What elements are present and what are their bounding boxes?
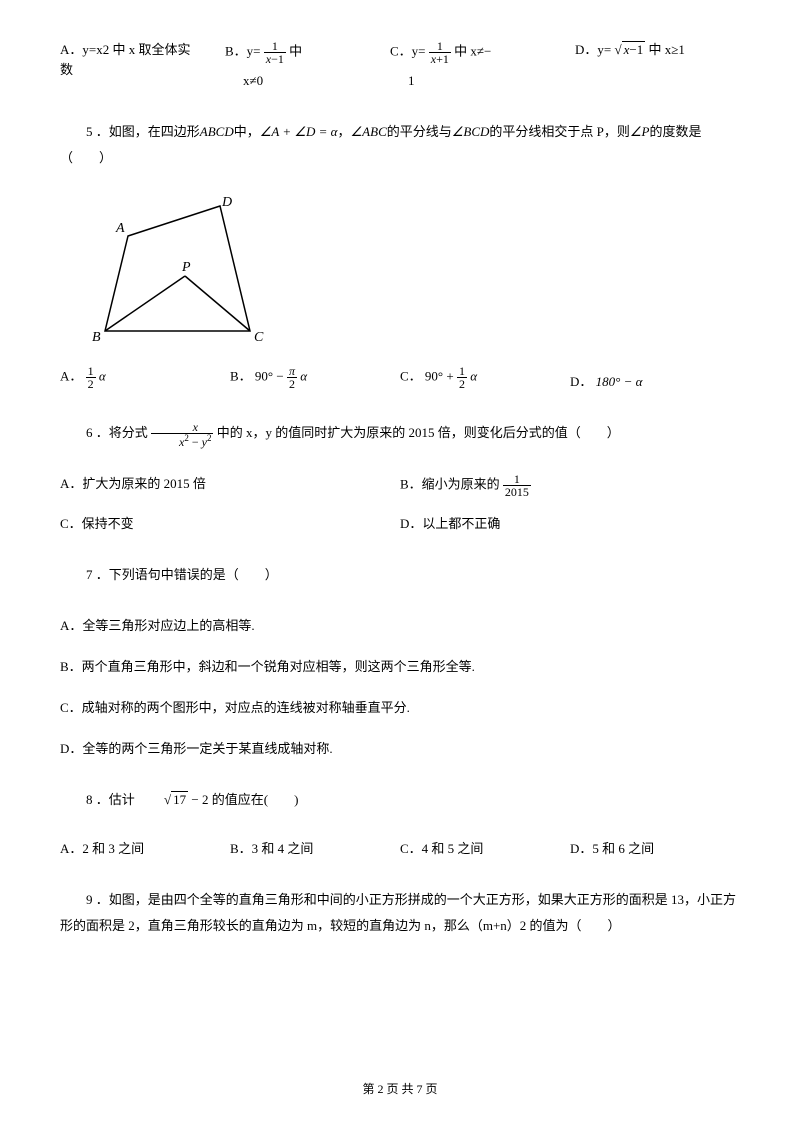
q4b-line2: x≠0 — [225, 73, 390, 89]
q4c-fraction: 1 x+1 — [429, 40, 451, 65]
q6b-fraction: 12015 — [503, 473, 531, 498]
q8-option-d: D．5 和 6 之间 — [570, 838, 740, 857]
q4c-suffix: 中 x≠− — [454, 43, 491, 58]
q4-option-c: C．y= 1 x+1 中 x≠− 1 — [390, 40, 575, 89]
q4d-suffix: 中 x≥1 — [649, 42, 685, 57]
q4-option-b: B．y= 1 x−1 中 x≠0 — [225, 40, 390, 89]
label-C: C — [254, 330, 264, 345]
q5c-fraction: 12 — [457, 365, 467, 390]
q8-option-b: B．3 和 4 之间 — [230, 838, 400, 857]
q5-text: 5 ．如图，在四边形ABCD中，∠A + ∠D = α，∠ABC的平分线与∠BC… — [60, 119, 740, 171]
q8-sqrt: 17 — [138, 787, 188, 813]
page-footer: 第 2 页 共 7 页 — [0, 1080, 800, 1097]
q4-options: A．y=x2 中 x 取全体实 数 B．y= 1 x−1 中 x≠0 C．y= … — [60, 40, 740, 89]
q5-options: A． 12 α B． 90° − π2 α C． 90° + 12 α D． 1… — [60, 365, 740, 390]
q6-options-row1: A．扩大为原来的 2015 倍 B．缩小为原来的 12015 — [60, 473, 740, 498]
q5a-fraction: 12 — [86, 365, 96, 390]
q5-option-c: C． 90° + 12 α — [400, 365, 570, 390]
q4a-line1: A．y=x2 中 x 取全体实 — [60, 40, 225, 60]
q4b-prefix: B．y= — [225, 43, 261, 58]
q4d-sqrt: x−1 — [614, 40, 645, 60]
q4-option-d: D．y= x−1 中 x≥1 — [575, 40, 725, 89]
label-D: D — [221, 196, 232, 210]
q8-options: A．2 和 3 之间 B．3 和 4 之间 C．4 和 5 之间 D．5 和 6… — [60, 838, 740, 857]
q4c-prefix: C．y= — [390, 43, 426, 58]
q8-text: 8 ．估计 17 − 2 的值应在( ) — [60, 787, 740, 813]
q4a-line2: 数 — [60, 60, 225, 80]
q7-option-d: D．全等的两个三角形一定关于某直线成轴对称. — [60, 736, 740, 762]
q5-quadrilateral-svg: A B C D P — [90, 196, 270, 346]
q5-option-d: D． 180° − α — [570, 371, 740, 390]
q6-fraction: x x2 − y2 — [151, 421, 213, 448]
q5-option-b: B． 90° − π2 α — [230, 365, 400, 390]
label-P: P — [181, 260, 191, 275]
q6-option-b: B．缩小为原来的 12015 — [400, 473, 740, 498]
q5b-fraction: π2 — [287, 365, 297, 390]
q6-text: 6 ．将分式 x x2 − y2 中的 x，y 的值同时扩大为原来的 2015 … — [60, 420, 740, 448]
q4b-suffix: 中 — [289, 43, 302, 58]
q6-option-a: A．扩大为原来的 2015 倍 — [60, 473, 400, 498]
q5-option-a: A． 12 α — [60, 365, 230, 390]
q6-options-row2: C．保持不变 D．以上都不正确 — [60, 513, 740, 532]
q4c-line2: 1 — [390, 73, 575, 89]
q7-option-c: C．成轴对称的两个图形中，对应点的连线被对称轴垂直平分. — [60, 695, 740, 721]
q9-text: 9 ．如图，是由四个全等的直角三角形和中间的小正方形拼成的一个大正方形，如果大正… — [60, 887, 740, 939]
q6-option-c: C．保持不变 — [60, 513, 400, 532]
q7-text: 7 ．下列语句中错误的是（ ） — [60, 562, 740, 588]
q6-option-d: D．以上都不正确 — [400, 513, 740, 532]
q7-option-b: B．两个直角三角形中，斜边和一个锐角对应相等，则这两个三角形全等. — [60, 654, 740, 680]
q4-option-a: A．y=x2 中 x 取全体实 数 — [60, 40, 225, 89]
q7-option-a: A．全等三角形对应边上的高相等. — [60, 613, 740, 639]
label-A: A — [115, 221, 125, 236]
q8-option-c: C．4 和 5 之间 — [400, 838, 570, 857]
q4d-prefix: D．y= — [575, 42, 611, 57]
q5-figure: A B C D P — [90, 196, 740, 350]
label-B: B — [92, 330, 101, 345]
q8-option-a: A．2 和 3 之间 — [60, 838, 230, 857]
q4b-fraction: 1 x−1 — [264, 40, 286, 65]
